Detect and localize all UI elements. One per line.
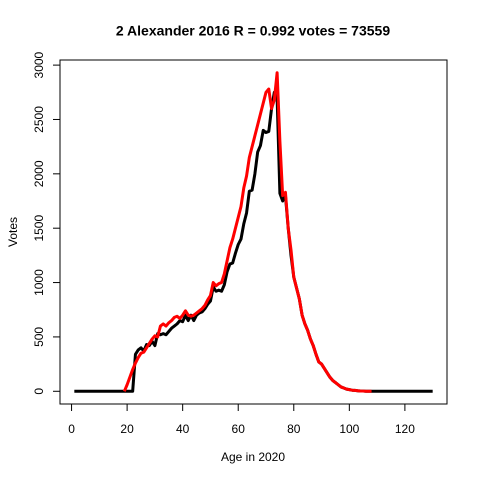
y-tick-label: 3000 [32, 51, 46, 78]
plot-frame [59, 59, 448, 405]
y-axis-label: Votes [6, 217, 20, 247]
y-tick-label: 2000 [32, 160, 46, 187]
chart-title: 2 Alexander 2016 R = 0.992 votes = 73559 [116, 23, 390, 39]
y-tick-label: 500 [32, 327, 46, 347]
x-axis-label: Age in 2020 [221, 450, 285, 464]
x-tick-label: 80 [287, 422, 301, 436]
x-tick-label: 120 [395, 422, 415, 436]
x-tick-label: 20 [120, 422, 134, 436]
y-tick-label: 0 [32, 388, 46, 395]
series-line [122, 71, 372, 393]
y-tick-label: 2500 [32, 106, 46, 133]
x-tick-label: 0 [68, 422, 75, 436]
x-tick-label: 60 [232, 422, 246, 436]
y-tick-label: 1000 [32, 269, 46, 296]
y-tick-label: 1500 [32, 215, 46, 242]
x-tick-label: 40 [176, 422, 190, 436]
series-line [74, 90, 433, 393]
x-tick-label: 100 [339, 422, 359, 436]
